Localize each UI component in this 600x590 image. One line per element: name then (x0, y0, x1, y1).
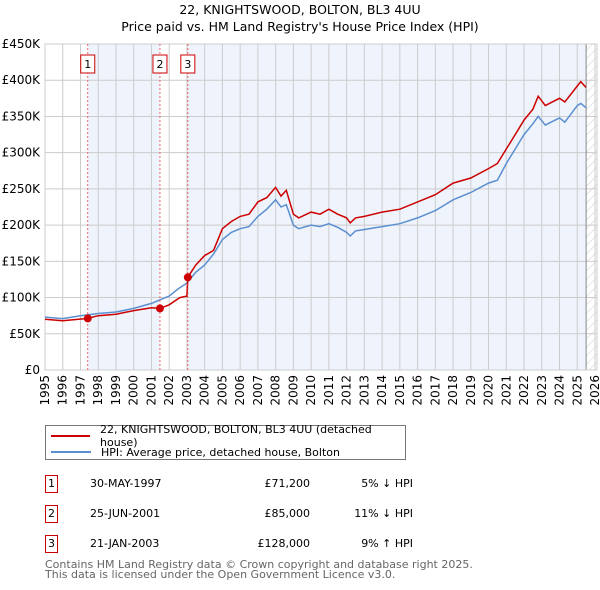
sale-point (155, 304, 164, 313)
y-tick-label: £400K (2, 73, 42, 87)
hpi-diff: 5% ↓ HPI (361, 477, 413, 490)
x-tick-label: 2026 (588, 375, 600, 406)
x-tick-label: 2016 (411, 375, 425, 406)
x-tick-label: 2011 (322, 375, 336, 406)
legend-label: 22, KNIGHTSWOOD, BOLTON, BL3 4UU (detach… (100, 423, 372, 449)
property-price-line (44, 80, 587, 322)
sale-point (183, 273, 192, 282)
y-tick-label: £50K (9, 327, 41, 341)
x-tick-label: 2000 (127, 375, 141, 406)
x-tick-label: 2025 (570, 375, 584, 406)
x-tick-label: 1996 (56, 375, 70, 406)
x-tick-label: 2019 (464, 375, 478, 406)
y-tick-label: £100K (2, 291, 42, 305)
x-tick-label: 2023 (535, 375, 549, 406)
plot-frame (44, 43, 598, 371)
x-tick-label: 2021 (499, 375, 513, 406)
sale-date: 21-JAN-2003 (90, 537, 160, 550)
legend-swatch-blue (51, 451, 91, 453)
sale-label: 3 (184, 58, 191, 71)
price-chart: £0 £50K £100K £150K £200K £250K £300K £350K £400… (2, 37, 600, 406)
forecast-hatch (586, 44, 597, 370)
y-tick-label: £450K (2, 37, 42, 51)
sale-label: 1 (84, 58, 91, 71)
y-tick-label: £200K (2, 218, 42, 232)
sale-price: £71,200 (264, 477, 311, 490)
chart-title: 22, KNIGHTSWOOD, BOLTON, BL3 4UU (179, 2, 421, 17)
sale-marker-badge: 1 (45, 475, 58, 493)
sale-label-box (152, 54, 168, 74)
x-tick-label: 2006 (233, 375, 247, 406)
sale-date: 25-JUN-2001 (90, 507, 161, 520)
transaction-row: 2 25-JUN-2001 £85,000 11% ↓ HPI (45, 505, 465, 525)
x-tick-label: 1998 (91, 375, 105, 406)
x-tick-label: 2014 (375, 375, 389, 406)
legend-label: HPI: Average price, detached house, Bolt… (101, 445, 340, 459)
x-tick-label: 2012 (340, 375, 354, 406)
hpi-diff: 11% ↓ HPI (354, 507, 413, 520)
x-tick-label: 2015 (393, 375, 407, 406)
x-tick-label: 2024 (553, 375, 567, 406)
footer-licence: This data is licensed under the Open Gov… (45, 568, 396, 581)
x-tick-label: 2013 (357, 375, 371, 406)
sale-marker-badge: 3 (45, 535, 58, 553)
legend-swatch-red (51, 435, 91, 437)
x-tick-label: 2020 (482, 375, 496, 406)
legend-item-hpi: HPI: Average price, detached house, Bolt… (51, 445, 340, 459)
x-tick-label: 2002 (162, 375, 176, 406)
x-tick-label: 1995 (38, 375, 52, 406)
sale-marker-badge: 2 (45, 505, 58, 523)
x-tick-label: 2010 (304, 375, 318, 406)
transaction-row: 1 30-MAY-1997 £71,200 5% ↓ HPI (45, 475, 465, 495)
x-tick-label: 1999 (109, 375, 123, 406)
sale-price: £85,000 (264, 507, 311, 520)
x-tick-label: 1997 (73, 375, 87, 406)
sale-label: 2 (156, 58, 163, 71)
x-tick-label: 2018 (446, 375, 460, 406)
sale-label-box (80, 54, 96, 74)
sale-price: £128,000 (257, 537, 311, 550)
x-tick-label: 2022 (517, 375, 531, 406)
legend: 22, KNIGHTSWOOD, BOLTON, BL3 4UU (detach… (45, 423, 406, 460)
x-tick-label: 2017 (428, 375, 442, 406)
y-tick-label: £250K (2, 182, 42, 196)
x-tick-label: 2004 (198, 375, 212, 406)
x-tick-label: 2009 (286, 375, 300, 406)
sale-point (83, 314, 92, 323)
y-tick-label: £0 (25, 363, 40, 377)
transaction-row: 3 21-JAN-2003 £128,000 9% ↑ HPI (45, 535, 465, 555)
shaded-period (187, 44, 587, 370)
x-tick-label: 2003 (180, 375, 194, 406)
y-tick-label: £150K (2, 254, 42, 268)
x-tick-label: 2001 (144, 375, 158, 406)
hpi-line (44, 102, 587, 320)
legend-item-property: 22, KNIGHTSWOOD, BOLTON, BL3 4UU (detach… (51, 423, 405, 449)
hpi-diff: 9% ↑ HPI (361, 537, 413, 550)
y-tick-label: £350K (2, 109, 42, 123)
sale-date: 30-MAY-1997 (90, 477, 162, 490)
sale-label-box (180, 54, 196, 74)
x-tick-label: 2005 (215, 375, 229, 406)
x-tick-label: 2007 (251, 375, 265, 406)
y-tick-label: £300K (2, 146, 42, 160)
chart-subtitle: Price paid vs. HM Land Registry's House … (121, 19, 479, 34)
footer-copyright: Contains HM Land Registry data © Crown c… (45, 558, 473, 571)
x-tick-label: 2008 (269, 375, 283, 406)
